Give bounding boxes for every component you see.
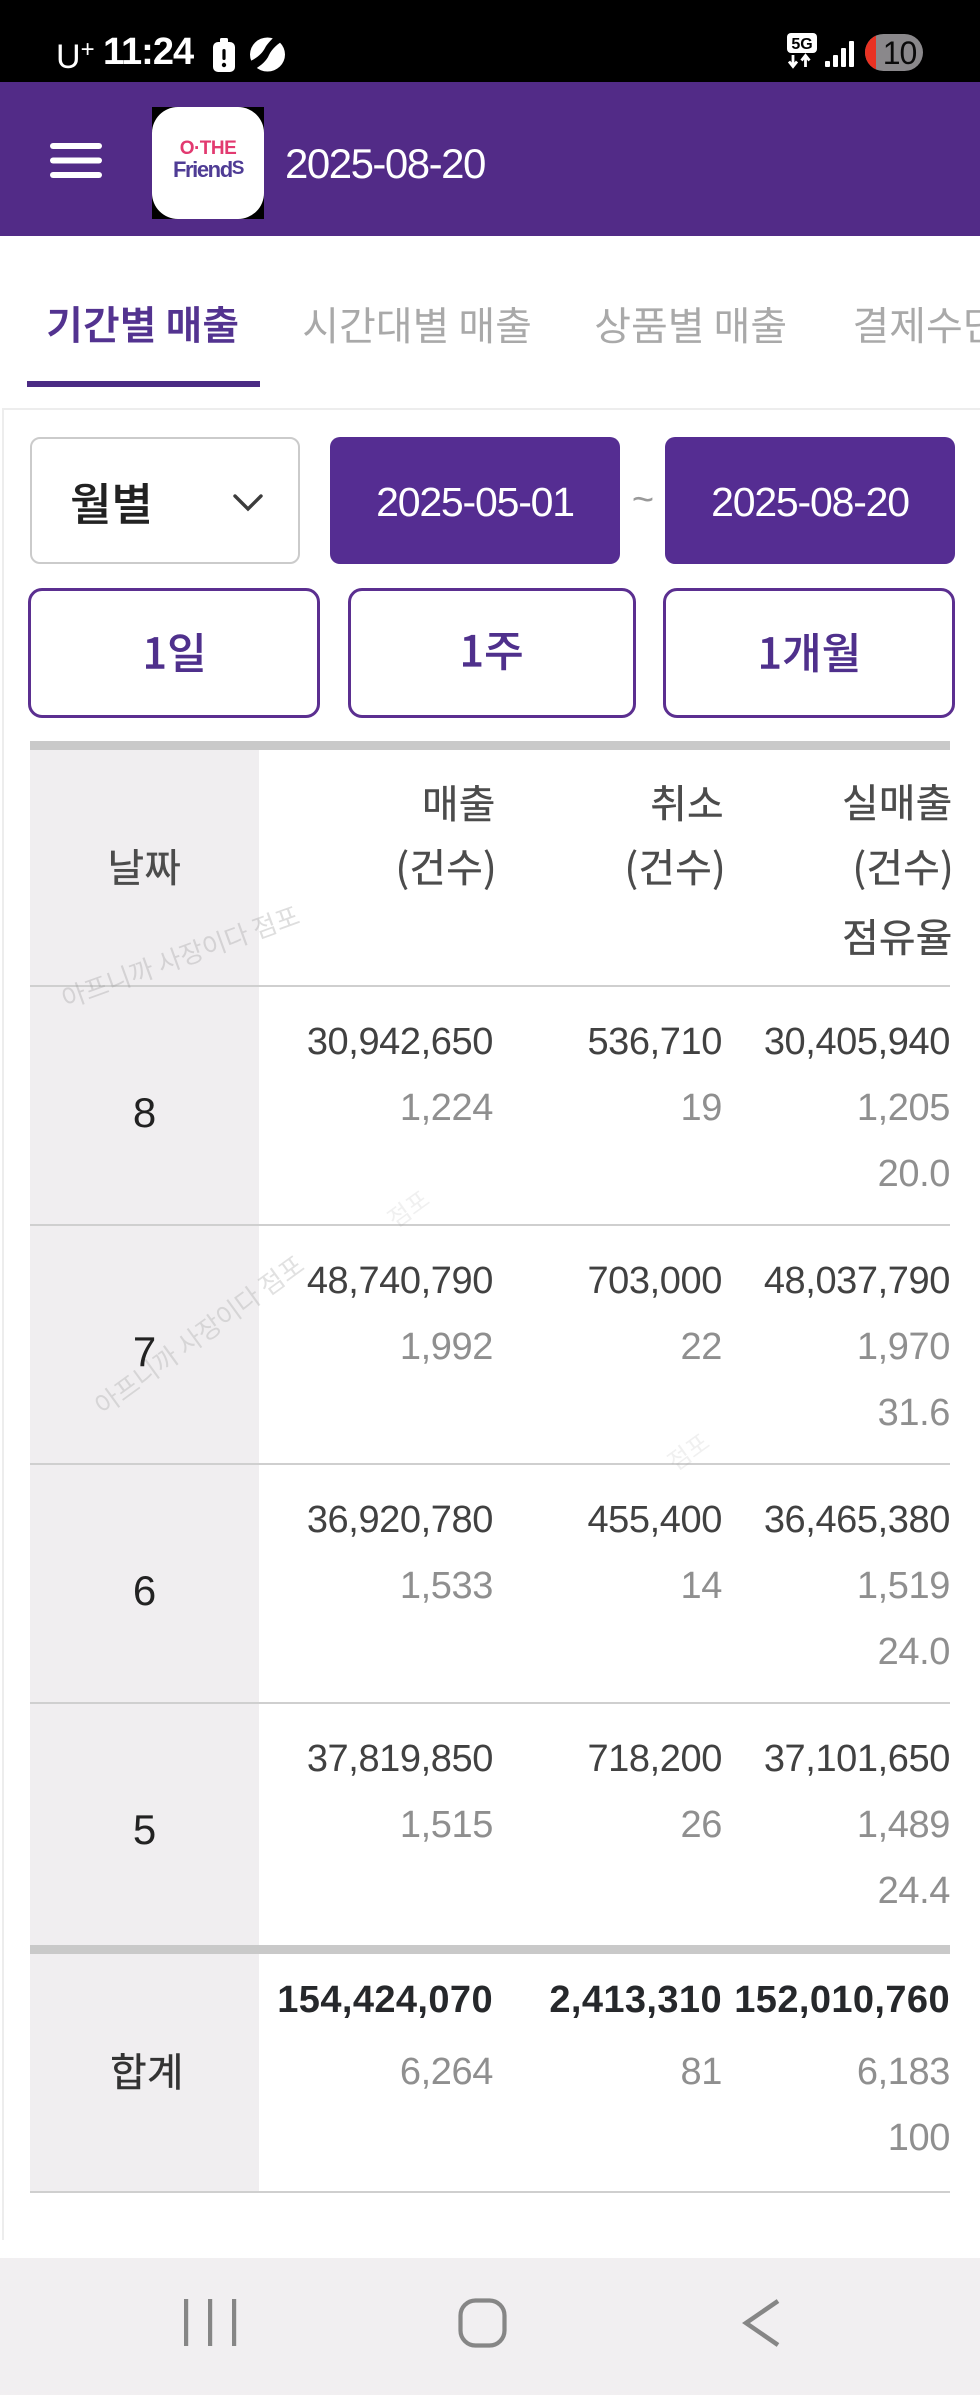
svg-text:5G: 5G — [791, 36, 812, 53]
